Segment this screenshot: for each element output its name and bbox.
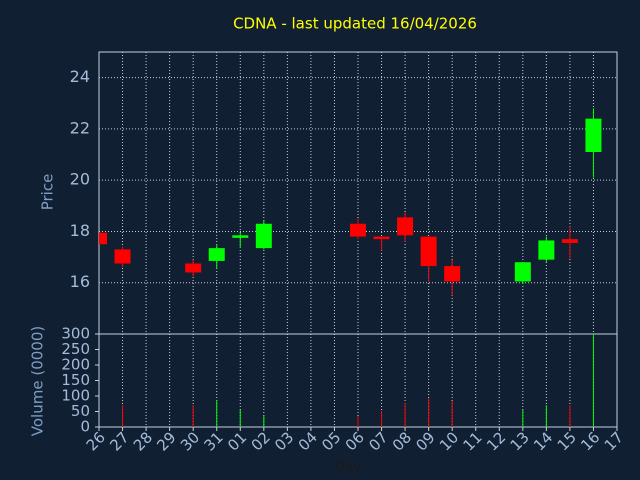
- y-axis-label: Price: [39, 174, 57, 211]
- x-tick-label: 11: [460, 428, 486, 454]
- candle-body: [114, 249, 131, 264]
- candle-body: [232, 235, 249, 238]
- volume-frame: [98, 333, 618, 428]
- x-tick-label: 13: [507, 428, 533, 454]
- candle-body: [350, 223, 366, 237]
- x-tick-label: 31: [201, 428, 227, 454]
- x-tick-label: 09: [412, 428, 438, 454]
- volume-tick-label: 300: [61, 325, 90, 343]
- candle-body: [444, 266, 461, 282]
- candle-body: [208, 248, 225, 261]
- candle-body: [373, 236, 390, 240]
- x-tick-label: 17: [601, 428, 627, 454]
- x-tick-label: 08: [389, 428, 415, 454]
- y-tick-label: 22: [70, 118, 90, 137]
- candle-body: [538, 240, 555, 260]
- candle-body: [420, 236, 437, 267]
- x-tick-label: 14: [530, 428, 556, 454]
- x-tick-label: 05: [318, 428, 344, 454]
- volume-tick-label: 50: [71, 402, 90, 420]
- x-tick-label: 27: [106, 428, 132, 454]
- volume-tick-label: 200: [61, 356, 90, 374]
- volume-tick-label: 0: [80, 418, 90, 436]
- candle-body: [185, 263, 202, 273]
- x-tick-label: 30: [177, 428, 203, 454]
- x-tick-label: 04: [295, 428, 321, 454]
- x-tick-label: 07: [365, 428, 391, 454]
- x-tick-label: 01: [224, 428, 250, 454]
- candle-body: [514, 262, 531, 282]
- x-tick-label: 28: [130, 428, 156, 454]
- x-tick-label: 10: [436, 428, 462, 454]
- candle-body: [561, 239, 578, 243]
- volume-tick-label: 250: [61, 340, 90, 358]
- y-tick-label: 20: [70, 170, 90, 189]
- x-tick-label: 15: [554, 428, 580, 454]
- candle-body: [397, 217, 414, 236]
- x-tick-label: 29: [153, 428, 179, 454]
- y-tick-label: 24: [70, 67, 90, 86]
- volume-tick-label: 150: [61, 371, 90, 389]
- x-tick-label: 02: [248, 428, 274, 454]
- x-axis-label: Day: [334, 459, 362, 475]
- volume-axis-label: Volume (0000): [29, 326, 47, 436]
- x-tick-label: 06: [342, 428, 368, 454]
- volume-tick-label: 100: [61, 387, 90, 405]
- candle-body: [585, 118, 602, 152]
- chart-title: CDNA - last updated 16/04/2026: [233, 15, 477, 33]
- y-tick-label: 16: [70, 272, 90, 291]
- y-tick-label: 18: [70, 221, 90, 240]
- candle-body: [99, 232, 107, 245]
- x-tick-label: 03: [271, 428, 297, 454]
- x-tick-label: 16: [577, 428, 603, 454]
- plot-area: [99, 108, 602, 427]
- x-tick-label: 12: [483, 428, 509, 454]
- candle-body: [255, 223, 272, 249]
